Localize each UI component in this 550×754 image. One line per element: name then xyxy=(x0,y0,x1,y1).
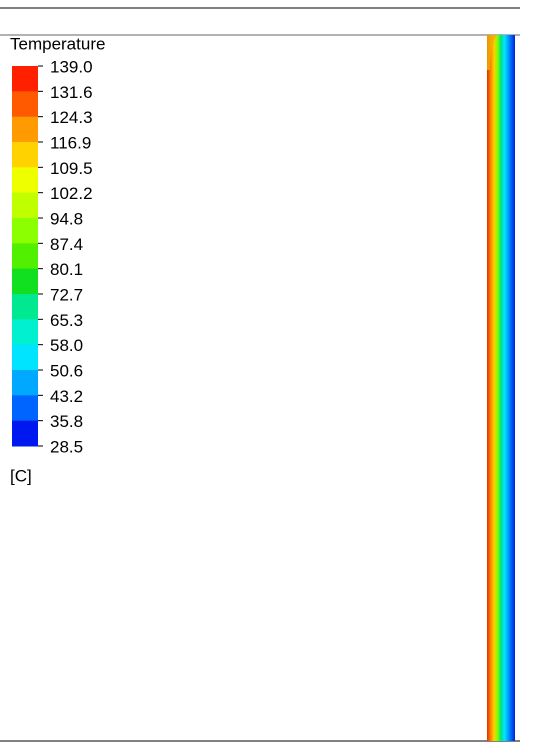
color-band xyxy=(12,142,38,168)
inlet-region xyxy=(487,35,497,70)
tick-label: 102.2 xyxy=(50,184,93,203)
temperature-field xyxy=(487,35,515,741)
tick-label: 28.5 xyxy=(50,437,83,456)
tick-label: 116.9 xyxy=(50,133,91,152)
color-band xyxy=(12,218,38,244)
tick-label: 124.3 xyxy=(50,108,93,127)
color-band xyxy=(12,243,38,270)
tick-label: 109.5 xyxy=(50,159,93,178)
color-band xyxy=(12,268,38,295)
color-band xyxy=(12,192,38,219)
color-band xyxy=(12,167,38,194)
legend-unit: [C] xyxy=(10,466,32,485)
color-band xyxy=(12,344,38,371)
tick-label: 94.8 xyxy=(50,209,83,228)
color-band xyxy=(12,370,38,396)
tick-label: 50.6 xyxy=(50,361,83,380)
color-band xyxy=(12,319,38,346)
color-band xyxy=(12,420,38,447)
color-band xyxy=(12,116,38,143)
tick-label: 72.7 xyxy=(50,285,83,304)
tick-label: 87.4 xyxy=(50,235,83,254)
color-bar: 139.0 131.6 124.3 116.9 109.5 102.2 94.8 87.4 80… xyxy=(12,57,93,456)
tick-label: 43.2 xyxy=(50,387,83,406)
tick-label: 131.6 xyxy=(50,83,93,102)
tick-label: 139.0 xyxy=(50,57,93,76)
tick-label: 58.0 xyxy=(50,336,83,355)
color-band xyxy=(12,395,38,422)
legend-title: Temperature xyxy=(10,34,105,53)
color-band xyxy=(12,294,38,320)
tick-label: 35.8 xyxy=(50,412,83,431)
tick-label: 80.1 xyxy=(50,260,83,279)
color-band xyxy=(12,66,38,92)
tick-label: 65.3 xyxy=(50,311,83,330)
color-band xyxy=(12,91,38,118)
